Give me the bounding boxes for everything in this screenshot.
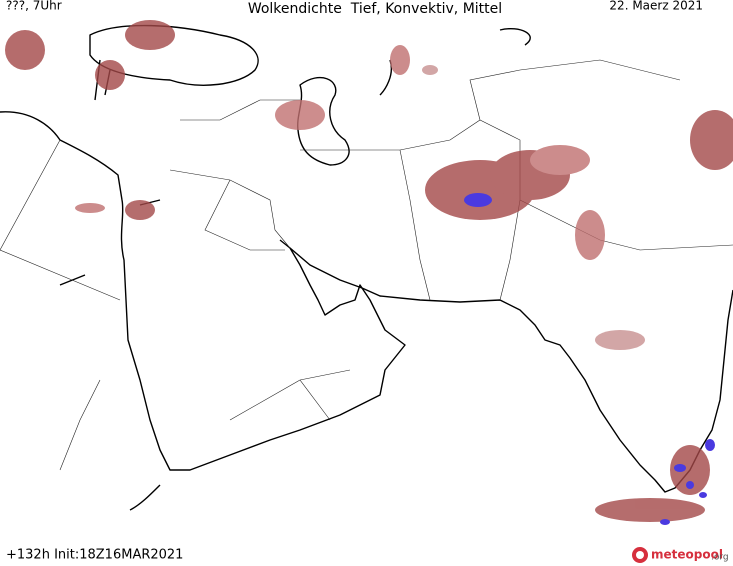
logo-suffix: .org bbox=[711, 553, 729, 563]
borders bbox=[0, 59, 733, 471]
init-label: +132h Init:18Z16MAR2021 bbox=[6, 548, 183, 563]
logo-name: meteopool bbox=[651, 548, 723, 562]
run-label: ???, 7Uhr bbox=[6, 0, 62, 13]
map-title: Wolkendichte Tief, Konvektiv, Mittel bbox=[248, 1, 502, 17]
cloud-cover bbox=[5, 20, 733, 522]
convective-cores bbox=[464, 193, 715, 525]
footer-bar bbox=[0, 526, 733, 566]
logo-icon-inner bbox=[636, 551, 644, 559]
date-label: 22. Maerz 2021 bbox=[609, 0, 703, 13]
